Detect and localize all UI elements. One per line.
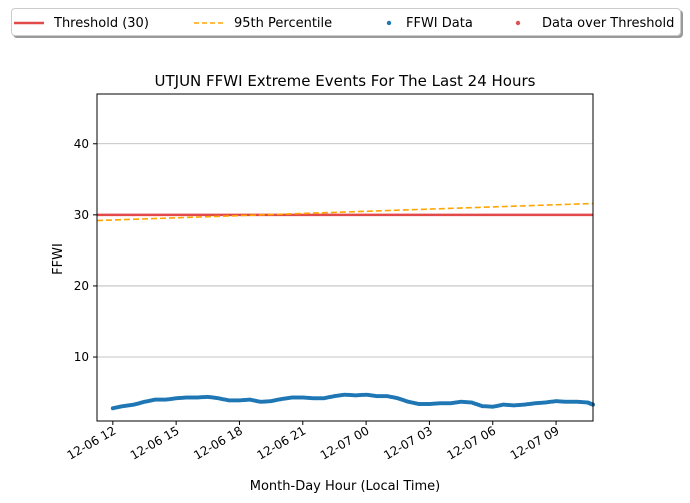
- legend-item-ffwi-data: FFWI Data: [382, 15, 473, 31]
- x-tick-label: 12-07 09: [508, 423, 562, 462]
- y-tick-label: 20: [74, 279, 89, 293]
- legend-item-data-over-threshold: Data over Threshold: [502, 15, 674, 31]
- percentile-line: [96, 202, 594, 222]
- legend-item-95th-percentile: 95th Percentile: [194, 15, 332, 31]
- legend-over-threshold-swatch: [515, 20, 521, 26]
- axis-ticks: 10 20 30 40 12-06 12 12-06 15 12-06 18 12-06 21…: [65, 137, 562, 463]
- legend-percentile-swatch: [194, 22, 224, 24]
- x-tick-label: 12-06 15: [128, 423, 182, 462]
- x-tick-label: 12-06 18: [191, 423, 245, 462]
- legend-ffwi-label: FFWI Data: [406, 15, 473, 31]
- legend-threshold-label: Threshold (30): [54, 15, 149, 31]
- legend: Threshold (30) 95th Percentile FFWI Data…: [11, 8, 681, 36]
- legend-over-threshold-label: Data over Threshold: [542, 15, 675, 31]
- y-tick-label: 10: [74, 350, 89, 364]
- x-tick-label: 12-07 06: [445, 423, 499, 462]
- x-tick-label: 12-06 21: [255, 423, 309, 462]
- x-axis-label: Month-Day Hour (Local Time): [250, 479, 440, 494]
- legend-item-threshold: Threshold (30): [14, 15, 149, 31]
- x-tick-label: 12-06 12: [65, 423, 119, 462]
- x-tick-label: 12-07 03: [381, 423, 435, 462]
- legend-ffwi-swatch: [386, 20, 392, 26]
- y-tick-label: 30: [74, 208, 89, 222]
- x-tick-label: 12-07 00: [318, 423, 372, 462]
- legend-threshold-swatch: [14, 21, 44, 25]
- grid-lines: [97, 143, 593, 358]
- plot-frame: [96, 93, 594, 422]
- y-tick-label: 40: [74, 137, 89, 151]
- chart-title: UTJUN FFWI Extreme Events For The Last 2…: [155, 72, 536, 90]
- series-layer: [96, 202, 595, 411]
- legend-percentile-label: 95th Percentile: [234, 15, 333, 31]
- y-axis-label: FFWI: [51, 243, 66, 275]
